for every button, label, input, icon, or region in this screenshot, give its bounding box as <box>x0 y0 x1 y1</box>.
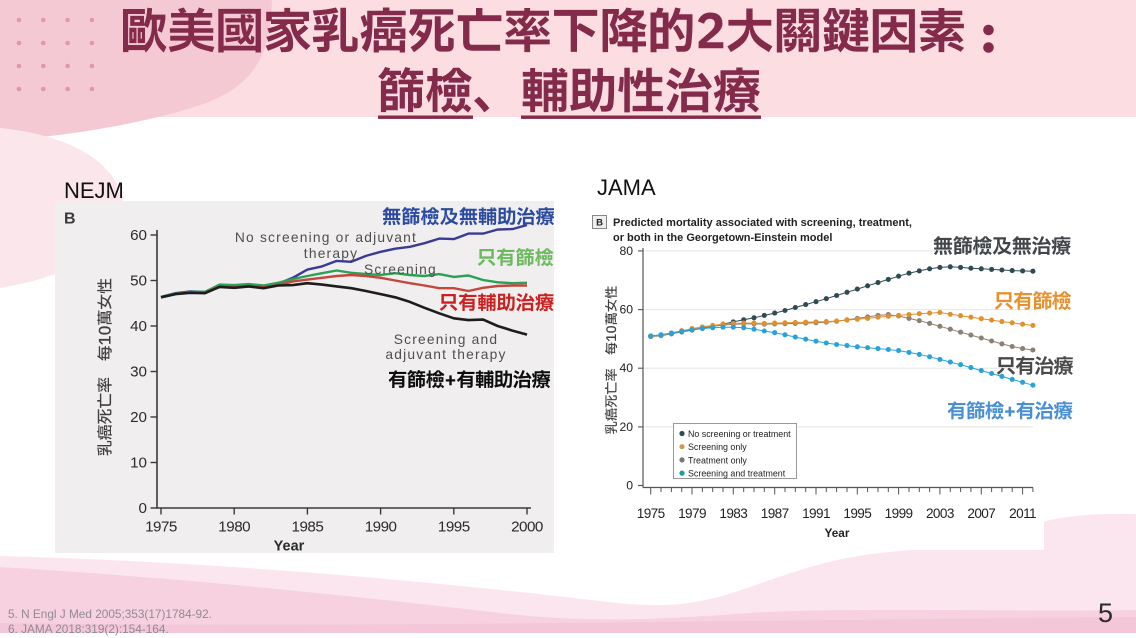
svg-text:2003: 2003 <box>926 506 954 521</box>
svg-text:1999: 1999 <box>885 506 913 521</box>
svg-text:Year: Year <box>825 526 850 540</box>
svg-text:1990: 1990 <box>365 519 397 536</box>
svg-text:20: 20 <box>619 420 633 434</box>
svg-text:1987: 1987 <box>761 506 789 521</box>
svg-text:1980: 1980 <box>218 519 250 536</box>
svg-text:40: 40 <box>130 318 147 335</box>
svg-text:60: 60 <box>619 303 633 317</box>
svg-text:20: 20 <box>130 409 147 426</box>
svg-text:No screening or treatment: No screening or treatment <box>688 429 791 439</box>
svg-text:1975: 1975 <box>145 519 177 536</box>
svg-text:2011: 2011 <box>1009 506 1036 521</box>
svg-text:1995: 1995 <box>438 519 470 536</box>
svg-text:10: 10 <box>130 455 147 472</box>
svg-text:1975: 1975 <box>637 506 665 521</box>
svg-text:Screening and: Screening and <box>394 332 499 347</box>
svg-text:Screening: Screening <box>364 262 437 277</box>
svg-text:50: 50 <box>130 273 147 290</box>
svg-text:B: B <box>596 218 603 229</box>
svg-text:1979: 1979 <box>678 506 706 521</box>
svg-text:1985: 1985 <box>292 519 324 536</box>
svg-text:2007: 2007 <box>967 506 995 521</box>
svg-text:0: 0 <box>139 500 147 517</box>
svg-text:Predicted mortality associated: Predicted mortality associated with scre… <box>613 217 912 229</box>
svg-text:2000: 2000 <box>511 519 543 536</box>
svg-text:adjuvant therapy: adjuvant therapy <box>385 347 506 362</box>
svg-text:0: 0 <box>626 479 633 493</box>
svg-text:Screening only: Screening only <box>688 442 747 452</box>
svg-text:1991: 1991 <box>802 506 830 521</box>
svg-text:1983: 1983 <box>719 506 747 521</box>
svg-text:therapy: therapy <box>304 246 358 261</box>
svg-text:B: B <box>64 211 76 228</box>
svg-text:Year: Year <box>274 539 305 554</box>
svg-text:Treatment only: Treatment only <box>688 455 747 465</box>
svg-text:30: 30 <box>130 364 147 381</box>
svg-text:No screening or adjuvant: No screening or adjuvant <box>235 230 417 245</box>
svg-text:60: 60 <box>130 227 147 244</box>
svg-text:or both in the Georgetown-Eins: or both in the Georgetown-Einstein model <box>613 232 832 244</box>
svg-text:40: 40 <box>619 361 633 375</box>
svg-text:1995: 1995 <box>843 506 871 521</box>
svg-text:Screening and treatment: Screening and treatment <box>688 469 786 479</box>
svg-text:80: 80 <box>619 244 633 258</box>
